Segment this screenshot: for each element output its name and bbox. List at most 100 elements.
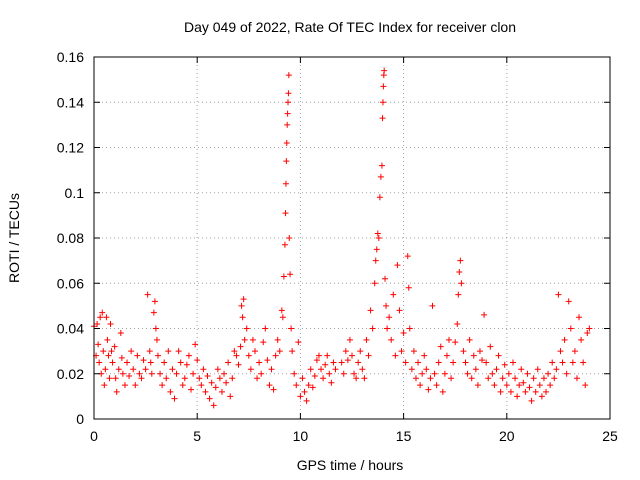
data-point	[518, 366, 525, 373]
data-point	[150, 309, 157, 316]
data-point	[372, 257, 379, 264]
data-point	[111, 343, 118, 350]
data-point	[165, 348, 172, 355]
data-point	[383, 302, 390, 309]
data-point	[573, 375, 580, 382]
data-point	[375, 235, 382, 241]
data-point	[532, 388, 539, 395]
data-point	[452, 339, 459, 346]
data-point	[569, 359, 576, 366]
data-point	[520, 379, 527, 386]
data-point	[435, 359, 442, 366]
data-point	[251, 348, 258, 355]
data-point	[458, 280, 465, 287]
data-point	[286, 235, 293, 241]
data-point	[509, 359, 516, 366]
data-point	[359, 366, 366, 373]
data-point	[104, 336, 111, 343]
data-point	[320, 375, 327, 382]
data-point	[538, 393, 545, 400]
data-point	[355, 359, 362, 366]
data-point	[266, 382, 273, 389]
data-point	[455, 291, 462, 298]
y-tick-label: 0.1	[65, 185, 85, 201]
data-point	[153, 336, 160, 343]
data-point	[516, 382, 523, 389]
data-point	[499, 375, 506, 382]
data-point	[497, 388, 504, 395]
data-point	[505, 370, 512, 377]
data-point	[285, 90, 292, 97]
data-point	[118, 354, 125, 361]
data-point	[291, 370, 298, 377]
data-point	[128, 348, 135, 355]
data-point	[247, 366, 254, 373]
data-point	[94, 320, 101, 327]
data-point	[582, 382, 589, 389]
data-point	[305, 382, 312, 389]
data-point	[365, 352, 372, 359]
data-point	[283, 158, 290, 165]
data-point	[272, 352, 279, 359]
data-point	[450, 359, 457, 366]
grid-lines	[94, 57, 610, 419]
data-point	[524, 370, 531, 377]
data-point	[285, 72, 292, 79]
data-point	[202, 388, 209, 395]
data-point	[530, 375, 537, 382]
data-point	[241, 336, 248, 343]
data-point	[102, 366, 109, 373]
data-point	[142, 366, 149, 373]
data-point	[363, 336, 370, 343]
y-tick-label: 0.14	[57, 94, 84, 110]
data-point	[380, 83, 387, 90]
data-point	[415, 359, 422, 366]
data-point	[443, 352, 450, 359]
data-point	[124, 359, 131, 366]
data-point	[394, 262, 401, 269]
data-point	[151, 298, 158, 305]
data-point	[344, 357, 351, 364]
data-point	[274, 336, 281, 343]
data-point	[283, 139, 290, 146]
data-point	[557, 348, 564, 355]
data-point	[237, 343, 244, 350]
data-point	[351, 370, 358, 377]
data-point	[297, 393, 304, 400]
data-point	[326, 370, 333, 377]
data-point	[468, 375, 475, 382]
data-point	[417, 382, 424, 389]
data-point	[221, 370, 228, 377]
data-point	[126, 373, 133, 380]
data-point	[491, 382, 498, 389]
data-point	[429, 302, 436, 309]
x-tick-label: 20	[499, 428, 515, 444]
data-point	[318, 366, 325, 373]
data-point	[152, 325, 159, 332]
data-point	[402, 359, 409, 366]
data-point	[113, 388, 120, 395]
data-point	[439, 388, 446, 395]
data-point	[390, 291, 397, 298]
data-point	[146, 348, 153, 355]
data-point	[384, 325, 391, 332]
data-point	[214, 366, 221, 373]
data-point	[181, 375, 188, 382]
data-point	[437, 343, 444, 350]
data-point	[293, 382, 300, 389]
data-point	[503, 382, 510, 389]
data-point	[405, 284, 412, 291]
data-point	[270, 386, 277, 393]
data-point	[260, 339, 267, 346]
data-point	[406, 325, 413, 332]
data-point	[408, 366, 415, 373]
data-point	[254, 375, 261, 382]
data-point	[353, 375, 360, 382]
data-point	[119, 370, 126, 377]
x-tick-label: 25	[602, 428, 618, 444]
data-point	[423, 366, 430, 373]
data-point	[268, 366, 275, 373]
data-point	[258, 370, 265, 377]
data-point	[559, 359, 566, 366]
data-point	[240, 296, 247, 303]
